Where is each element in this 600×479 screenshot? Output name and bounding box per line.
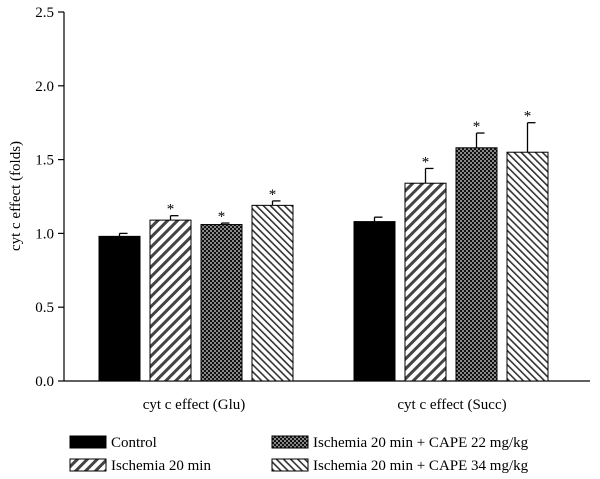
bar xyxy=(98,235,141,382)
legend-swatch xyxy=(271,435,309,449)
bar xyxy=(506,151,549,382)
x-category-label: cyt c effect (Glu) xyxy=(143,397,246,413)
y-tick-label: 0.5 xyxy=(35,300,54,316)
bar xyxy=(251,204,294,382)
bar xyxy=(200,224,243,382)
y-ticks: 0.0 0.5 1.0 1.5 2.0 2.5 xyxy=(35,5,64,390)
legend-label: Control xyxy=(111,435,157,451)
x-category-label: cyt c effect (Succ) xyxy=(397,397,506,413)
significance-marker: * xyxy=(473,119,481,135)
x-category-labels: cyt c effect (Glu) cyt c effect (Succ) xyxy=(143,397,507,413)
significance-marker: * xyxy=(218,209,226,225)
bar xyxy=(404,182,447,382)
y-axis-label: cyt c effect (folds) xyxy=(8,141,24,251)
legend-swatch xyxy=(271,458,309,472)
bar xyxy=(353,221,396,382)
legend-swatch xyxy=(69,435,107,449)
legend-swatch xyxy=(69,458,107,472)
legend-label: Ischemia 20 min + CAPE 34 mg/kg xyxy=(313,458,529,474)
y-tick-label: 1.5 xyxy=(35,153,54,169)
significance-marker: * xyxy=(167,202,175,218)
bars: * * * * * * xyxy=(98,109,549,382)
significance-marker: * xyxy=(269,187,277,203)
bar xyxy=(455,147,498,382)
legend: Control Ischemia 20 min Ischemia 20 min + … xyxy=(69,435,529,474)
significance-marker: * xyxy=(422,154,430,170)
bar xyxy=(149,219,192,382)
y-tick-label: 2.5 xyxy=(35,5,54,21)
y-tick-label: 2.0 xyxy=(35,79,54,95)
y-tick-label: 1.0 xyxy=(35,226,54,242)
y-tick-label: 0.0 xyxy=(35,374,54,390)
significance-marker: * xyxy=(524,109,532,125)
legend-label: Ischemia 20 min + CAPE 22 mg/kg xyxy=(313,435,529,451)
legend-label: Ischemia 20 min xyxy=(111,458,211,474)
